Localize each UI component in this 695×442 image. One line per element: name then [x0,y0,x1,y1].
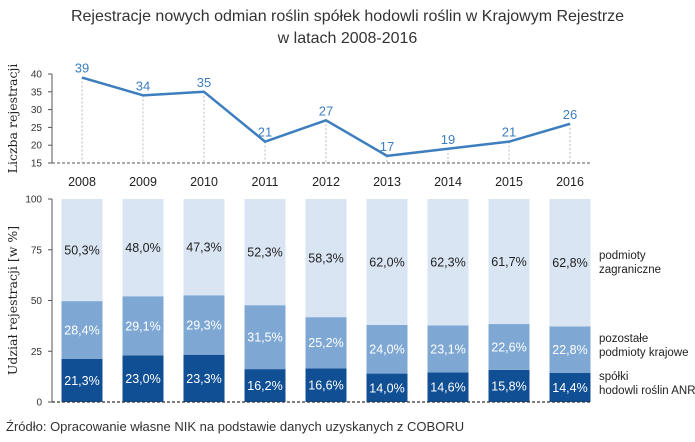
bar-segment-foreign [366,199,408,325]
source-note: Źródło: Opracowanie własne NIK na podsta… [6,419,465,434]
bar-label-foreign: 48,0% [125,241,160,255]
bar-segment-anr [366,373,408,402]
line-y-tick-label: 20 [31,141,43,152]
bar-label-domestic: 22,6% [491,340,526,354]
bar-label-anr: 14,6% [430,381,465,395]
bar-segment-domestic [366,324,408,374]
bar-segment-domestic [61,301,103,359]
bar-segment-foreign [183,199,225,296]
bar-y-tick-label: 50 [31,296,43,307]
bar-label-anr: 16,6% [308,379,343,393]
bar-segment-domestic [305,317,347,369]
bar-y-tick-label: 25 [31,347,43,358]
bar-segment-anr [61,358,103,402]
year-label: 2016 [556,175,584,189]
year-label: 2013 [373,175,401,189]
bar-segment-domestic [488,324,530,370]
year-label: 2011 [252,175,279,189]
bar-label-domestic: 29,3% [186,318,221,332]
bar-label-anr: 14,0% [369,381,404,395]
bar-segment-foreign [488,199,530,325]
legend-foreign-line: zagraniczne [599,264,661,276]
year-label: 2010 [190,175,218,189]
bar-label-anr: 15,8% [491,379,526,393]
bar-label-domestic: 22,8% [552,343,587,357]
bar-label-domestic: 25,2% [308,336,343,350]
line-data-label: 35 [197,75,211,90]
bar-segment-foreign [305,199,347,318]
bar-segment-anr [183,354,225,402]
bar-segment-foreign [244,199,286,306]
bar-segment-anr [305,368,347,402]
bar-label-foreign: 58,3% [308,251,343,265]
line-data-label: 17 [380,139,394,154]
line-data-label: 19 [441,132,455,147]
bar-label-foreign: 62,0% [369,255,404,269]
bar-segment-foreign [549,199,591,327]
bar-segment-anr [427,372,469,402]
year-label: 2008 [68,175,96,189]
bar-label-foreign: 62,8% [552,256,587,270]
line-data-label: 21 [502,125,516,140]
bar-label-domestic: 28,4% [64,323,99,337]
bar-label-anr: 14,4% [552,381,587,395]
bar-label-domestic: 24,0% [369,343,404,357]
year-label: 2009 [129,175,157,189]
year-label: 2012 [312,175,340,189]
bar-y-tick-label: 100 [25,195,42,206]
line-y-tick-label: 25 [31,123,43,134]
legend-foreign-line: podmioty [599,250,646,262]
line-data-label: 39 [75,61,89,76]
bar-segment-anr [488,369,530,402]
legend-anr-line: hodowli roślin ANR [599,385,695,397]
bar-label-domestic: 23,1% [430,342,465,356]
line-series-path [81,76,571,158]
bar-segment-anr [549,372,591,402]
bar-label-domestic: 31,5% [247,331,282,345]
bar-segment-domestic [427,325,469,373]
bar-label-foreign: 61,7% [491,255,526,269]
line-data-label: 34 [136,78,150,93]
bar-label-anr: 16,2% [247,379,282,393]
bar-label-anr: 23,0% [125,372,160,386]
bar-segment-anr [122,355,164,402]
line-y-axis-label: Liczba rejestracji [5,64,20,174]
line-y-tick-label: 35 [31,87,43,98]
line-y-tick-label: 30 [31,105,43,116]
line-y-tick-label: 40 [31,70,43,81]
bar-segment-domestic [122,296,164,356]
bar-segment-domestic [549,326,591,373]
bar-label-foreign: 50,3% [64,244,99,258]
legend-domestic-line: pozostałe [599,333,648,345]
bar-label-anr: 23,3% [186,372,221,386]
bar-y-tick-label: 0 [36,398,42,409]
line-y-tick-label: 15 [31,159,43,170]
bar-segment-foreign [61,199,103,302]
bar-label-foreign: 62,3% [430,256,465,270]
bar-segment-domestic [183,295,225,355]
year-label: 2015 [495,175,523,189]
bar-segment-foreign [122,199,164,297]
bar-segment-domestic [244,305,286,370]
line-data-label: 21 [258,125,272,140]
line-data-label: 26 [563,107,577,122]
bar-segment-anr [244,369,286,402]
bar-label-anr: 21,3% [64,374,99,388]
legend-domestic-line: podmioty krajowe [599,347,688,359]
legend-anr-line: spółki [599,371,628,383]
bar-y-tick-label: 75 [31,245,43,256]
bar-label-domestic: 29,1% [125,319,160,333]
bar-label-foreign: 47,3% [186,241,221,255]
chart-title-line-2: w latach 2008-2016 [277,30,418,47]
line-data-label: 27 [319,103,333,118]
chart-title: Rejestracje nowych odmian roślin spółek … [0,6,695,50]
bar-segment-foreign [427,199,469,326]
bar-label-foreign: 52,3% [247,246,282,260]
year-label: 2014 [434,175,462,189]
bar-y-axis-label: Udział rejestracji [w %] [5,226,20,375]
chart-title-line-1: Rejestracje nowych odmian roślin spółek … [70,8,625,25]
